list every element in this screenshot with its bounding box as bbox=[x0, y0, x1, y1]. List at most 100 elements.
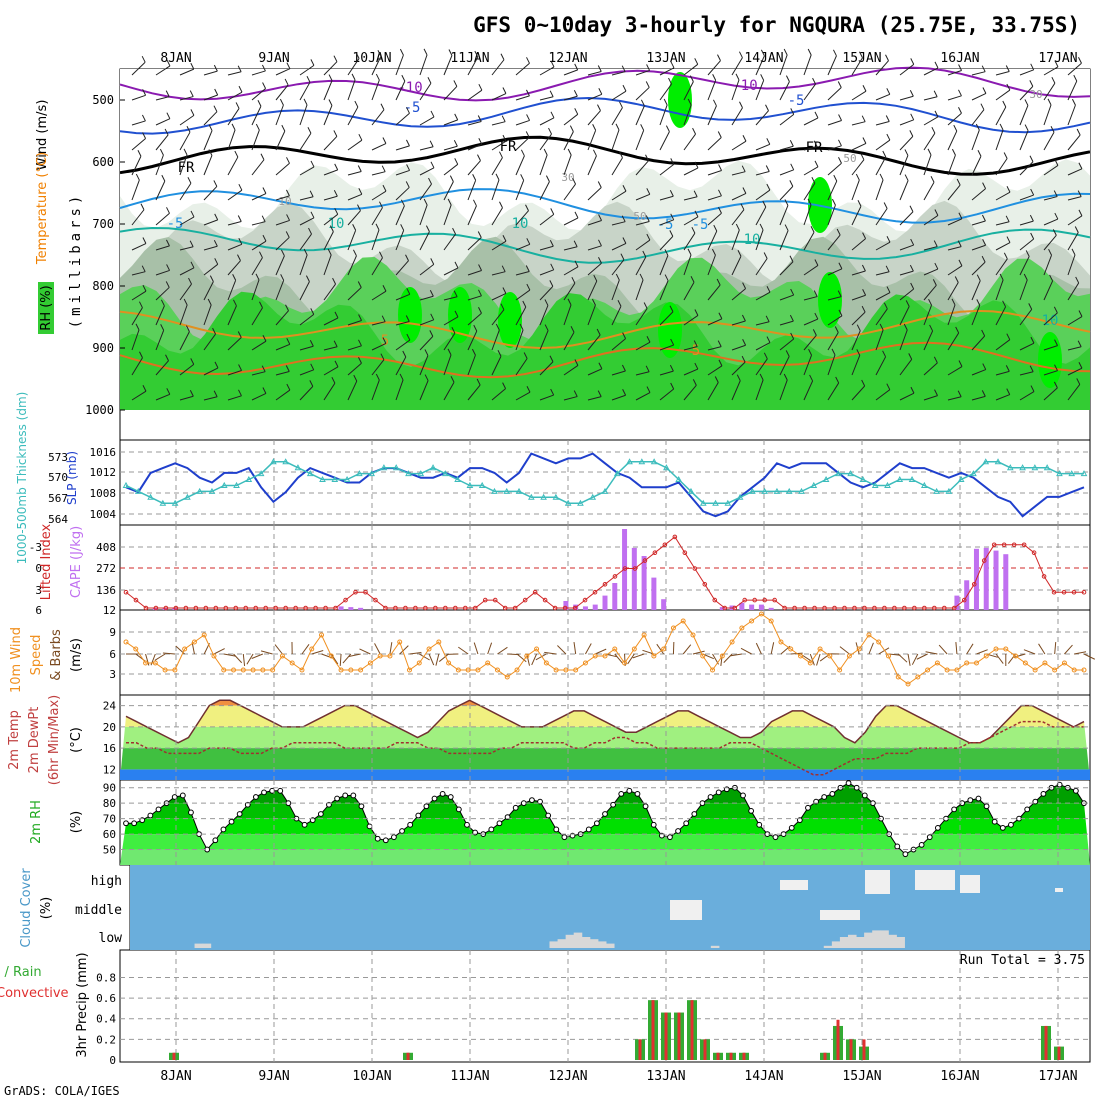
rh-point bbox=[440, 792, 445, 797]
run-total: Run Total = 3.75 bbox=[960, 953, 1085, 968]
wind-barb-10m bbox=[474, 643, 478, 654]
pct-label: (%) bbox=[69, 811, 84, 834]
wind-barb-10m bbox=[869, 643, 873, 654]
rh-saturation-blob bbox=[448, 287, 472, 343]
wind-barb-flag bbox=[1078, 57, 1081, 63]
rh-point bbox=[935, 826, 940, 831]
slp-tick-label: 1008 bbox=[90, 487, 117, 500]
rh-point bbox=[708, 795, 713, 800]
date-label-top: 9JAN bbox=[258, 51, 289, 66]
rh-point bbox=[773, 835, 778, 840]
rh-point bbox=[952, 807, 957, 812]
rh-contour-label: 50 bbox=[633, 210, 646, 223]
rh-point bbox=[749, 809, 754, 814]
rh-band bbox=[120, 850, 1090, 865]
wind-barb-10m bbox=[967, 644, 973, 654]
wind-barb-10m bbox=[214, 649, 225, 654]
y-tick-label: 24 bbox=[103, 700, 117, 713]
precip-conv-bar bbox=[704, 1039, 707, 1060]
wind-barb-10m bbox=[497, 647, 507, 654]
y-tick-label: 1000 bbox=[85, 403, 114, 417]
wind-barb-flag bbox=[695, 58, 698, 64]
cloud-low-bar bbox=[864, 933, 873, 948]
rh-point bbox=[359, 804, 364, 809]
rh-point bbox=[862, 793, 867, 798]
rh-point bbox=[676, 829, 681, 834]
cloud-block bbox=[915, 870, 955, 890]
contour-label: -5 bbox=[657, 217, 674, 233]
wind-barb-10m bbox=[657, 644, 664, 654]
rh-point bbox=[229, 819, 234, 824]
rh-point bbox=[895, 844, 900, 849]
y-tick-label: 16 bbox=[103, 742, 116, 755]
wind-barb-10m bbox=[996, 654, 1003, 664]
date-label-top: 10JAN bbox=[352, 51, 391, 66]
rh-point bbox=[530, 798, 535, 803]
rh-point bbox=[822, 795, 827, 800]
cloud-block bbox=[960, 875, 980, 893]
date-label-bottom: 16JAN bbox=[940, 1069, 979, 1084]
cape-bar bbox=[1003, 554, 1008, 610]
rh-point bbox=[448, 795, 453, 800]
y-tick-label: 70 bbox=[103, 813, 116, 826]
slp-tick-label: 1016 bbox=[90, 446, 117, 459]
rh-point bbox=[976, 796, 981, 801]
rh-point bbox=[148, 813, 153, 818]
rh-point bbox=[465, 822, 470, 827]
wind-barb-flag bbox=[784, 49, 787, 55]
wind-barb-10m bbox=[625, 654, 626, 666]
ms-label: (m/s) bbox=[69, 638, 84, 672]
cloud-low-bar bbox=[558, 939, 567, 948]
wind-barb-flag bbox=[424, 49, 427, 55]
wind-barb-10m bbox=[234, 654, 242, 663]
contour-label: -5 bbox=[788, 93, 805, 109]
precip-conv-bar bbox=[717, 1053, 720, 1060]
date-label-top: 12JAN bbox=[548, 51, 587, 66]
wind-barb-10m bbox=[817, 654, 821, 665]
total-rain-label: Total / Rain bbox=[0, 965, 42, 980]
rh-point bbox=[213, 838, 218, 843]
rh-point bbox=[124, 821, 129, 826]
cape-label: CAPE (J/kg) bbox=[69, 526, 84, 598]
cloud-low-bar bbox=[566, 935, 575, 948]
y-tick-label: 60 bbox=[103, 828, 116, 841]
contour-label: 10 bbox=[1042, 313, 1059, 329]
rh-point bbox=[197, 832, 202, 837]
cape-bar bbox=[339, 606, 344, 610]
cape-tick-label: 136 bbox=[96, 584, 116, 597]
wind-barb-10m bbox=[488, 643, 492, 654]
cloud-level-label: middle bbox=[75, 903, 122, 918]
cloud-low-bar bbox=[840, 937, 849, 948]
cape-bar bbox=[632, 548, 637, 610]
wind-barb-flag bbox=[886, 55, 889, 61]
cape-tick-label: 12 bbox=[103, 604, 116, 617]
date-label-top: 17JAN bbox=[1038, 51, 1077, 66]
barbs-label: & Barbs bbox=[49, 629, 64, 681]
rh-saturation-blob bbox=[398, 287, 422, 343]
cloud-block bbox=[1055, 888, 1063, 892]
y-tick-label: 700 bbox=[92, 217, 114, 231]
rh-contour-label: 50 bbox=[843, 152, 856, 165]
cape-bar bbox=[759, 605, 764, 610]
precip-conv-bar bbox=[691, 1000, 694, 1060]
cloud-low-bar bbox=[896, 937, 905, 948]
cloud-low-bar bbox=[574, 933, 583, 948]
wind-barb-flag bbox=[311, 59, 314, 65]
contour-label: FR bbox=[806, 140, 823, 156]
cloud-block bbox=[820, 910, 860, 920]
rh-point bbox=[562, 835, 567, 840]
rh-point bbox=[383, 838, 388, 843]
rh-point bbox=[497, 821, 502, 826]
precip-conv-bar bbox=[1058, 1047, 1061, 1060]
wind-barb-10m bbox=[917, 654, 928, 659]
wind-barb-10m bbox=[155, 654, 165, 660]
y-tick-label: 80 bbox=[103, 797, 116, 810]
wind10-label: 10m Wind bbox=[9, 627, 24, 693]
precip-conv-bar bbox=[824, 1053, 827, 1060]
cloud-low-bar bbox=[606, 944, 615, 948]
cape-bar bbox=[348, 607, 353, 610]
rh-point bbox=[668, 835, 673, 840]
